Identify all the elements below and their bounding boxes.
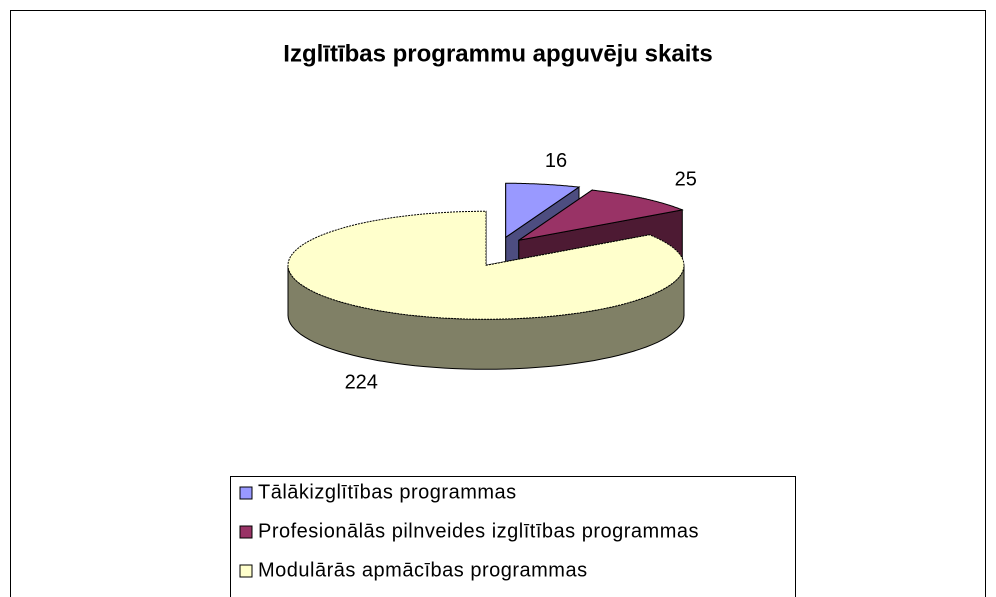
chart-title: Izglītības programmu apguvēju skaits [283,40,712,67]
data-label: 16 [545,150,567,172]
legend-swatch [239,564,253,578]
legend-box [230,476,796,597]
slice [287,210,685,320]
legend-label: Tālākizglītības programmas [258,481,517,503]
data-label: 25 [675,169,697,191]
slice [518,189,684,241]
legend-swatch [239,525,253,539]
legend-label: Profesionālās pilnveides izglītības prog… [258,520,699,542]
legend-swatch [239,486,253,500]
slice [505,182,581,239]
data-label: 224 [345,371,378,393]
legend-label: Modulārās apmācības programmas [258,559,588,581]
